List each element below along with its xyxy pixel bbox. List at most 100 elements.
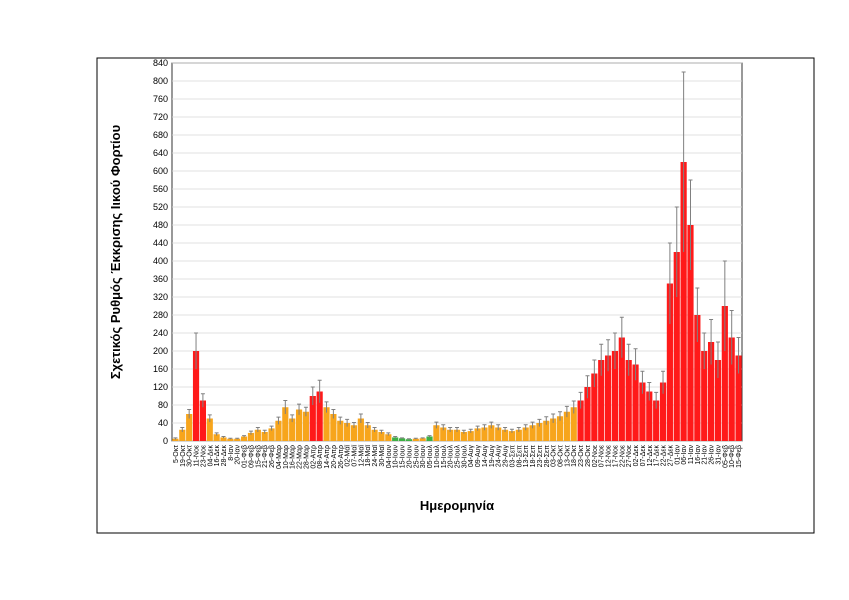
bar	[673, 252, 680, 441]
error-bar	[647, 382, 652, 401]
error-bar	[345, 418, 350, 427]
x-tick-label: 20-Απρ	[331, 445, 338, 469]
x-axis-title: Ημερομηνία	[420, 498, 494, 513]
x-tick-label: 23-Σεπ	[537, 445, 544, 468]
y-tick-label: 240	[153, 328, 168, 338]
bar	[213, 434, 220, 441]
error-bar	[729, 310, 734, 365]
x-tick-label: 06-Ιαν	[681, 445, 688, 465]
error-bar	[722, 260, 727, 351]
bar	[440, 427, 447, 441]
error-bar	[489, 421, 494, 429]
bar	[625, 360, 632, 441]
bar	[241, 436, 248, 441]
x-tick-label: 12-Μαϊ	[358, 445, 365, 467]
x-tick-label: 09-Αυγ	[475, 445, 482, 468]
bar	[721, 306, 728, 441]
bar	[344, 423, 351, 441]
bar	[378, 432, 385, 441]
bar	[254, 429, 261, 441]
bar	[618, 337, 625, 441]
y-tick-label: 680	[153, 130, 168, 140]
error-bar	[358, 413, 363, 423]
error-bar	[310, 386, 315, 405]
error-bar	[695, 287, 700, 342]
error-bar	[434, 421, 439, 429]
error-bar	[551, 413, 556, 423]
error-bar	[633, 348, 638, 381]
error-bar	[585, 375, 590, 399]
x-tick-label: 12-Νοε	[606, 445, 613, 467]
bar	[714, 360, 722, 441]
bar	[536, 423, 543, 441]
error-bar	[523, 424, 528, 431]
error-bar	[379, 429, 384, 434]
x-tick-label: 08-Απρ	[317, 445, 324, 469]
y-tick-label: 200	[153, 346, 168, 356]
plot-area	[171, 62, 743, 442]
x-tick-label: 29-Αυγ	[503, 445, 510, 468]
y-tick-label: 280	[153, 310, 168, 320]
error-bar	[530, 421, 535, 429]
x-tick-label: 04-Δεκ	[207, 445, 214, 467]
bar	[543, 420, 550, 441]
bar	[337, 420, 344, 441]
error-bar	[606, 339, 611, 372]
x-tick-label: 17-Νοε	[612, 445, 619, 467]
error-bar	[482, 424, 487, 431]
x-tick-label: 30-Ιουν	[420, 445, 427, 469]
x-tick-label: 21-Ιαν	[702, 445, 709, 465]
error-bar	[351, 422, 356, 428]
x-tick-label: 14-Απρ	[324, 445, 331, 469]
y-tick-label: 560	[153, 184, 168, 194]
x-tick-label: 02-Νοε	[592, 445, 599, 467]
bar	[412, 438, 419, 441]
y-tick-label: 440	[153, 238, 168, 248]
x-tick-label: 07-Νοε	[599, 445, 606, 467]
error-bar	[324, 401, 329, 413]
x-tick-label: 03-Σεπ	[509, 445, 516, 468]
x-tick-label: 11-Νοε	[194, 445, 201, 467]
bar	[453, 429, 461, 441]
bar	[398, 438, 406, 441]
y-axis-title: Σχετικός Ρυθμός Έκκρισης Ιικού Φορτίου	[108, 124, 123, 379]
bar	[501, 429, 509, 441]
error-bar	[338, 416, 343, 425]
error-bar	[317, 379, 322, 403]
bar	[550, 418, 557, 441]
x-tick-label: 03-Οκτ	[551, 445, 558, 467]
x-tick-label: 15-Φεβ	[255, 445, 262, 468]
error-bar	[509, 428, 514, 433]
error-bar	[214, 432, 219, 436]
x-tick-label: 18-Οκτ	[571, 445, 578, 467]
error-bar	[400, 437, 405, 439]
x-tick-label: 10-Φεβ	[729, 445, 736, 468]
x-tick-label: 09-Φεβ	[248, 445, 255, 468]
x-tick-label: 18-Μαϊ	[365, 445, 372, 467]
bar	[694, 315, 701, 441]
x-tick-label: 26-Φεβ	[269, 445, 276, 468]
error-bar	[386, 432, 391, 436]
x-tick-label: 30-Ιουλ	[461, 445, 468, 469]
y-tick-label: 480	[153, 220, 168, 230]
bar	[172, 438, 179, 441]
bar	[481, 427, 488, 441]
bar	[563, 411, 570, 441]
bar	[433, 425, 440, 441]
error-bar	[372, 427, 377, 432]
bar	[604, 355, 612, 441]
bar	[295, 409, 303, 441]
x-tick-label: 25-Ιουλ	[455, 445, 462, 469]
error-bar	[262, 429, 267, 434]
error-bar	[448, 427, 453, 432]
bar	[385, 434, 392, 441]
error-bar	[674, 206, 679, 297]
error-bar	[180, 427, 185, 432]
error-bar	[558, 411, 563, 421]
bar	[371, 429, 378, 441]
x-tick-label: 5-Οκτ	[173, 445, 180, 463]
error-bar	[200, 393, 205, 408]
x-tick-label: 31-Ιαν	[715, 445, 722, 465]
bar	[330, 414, 337, 441]
error-bar	[255, 427, 260, 432]
